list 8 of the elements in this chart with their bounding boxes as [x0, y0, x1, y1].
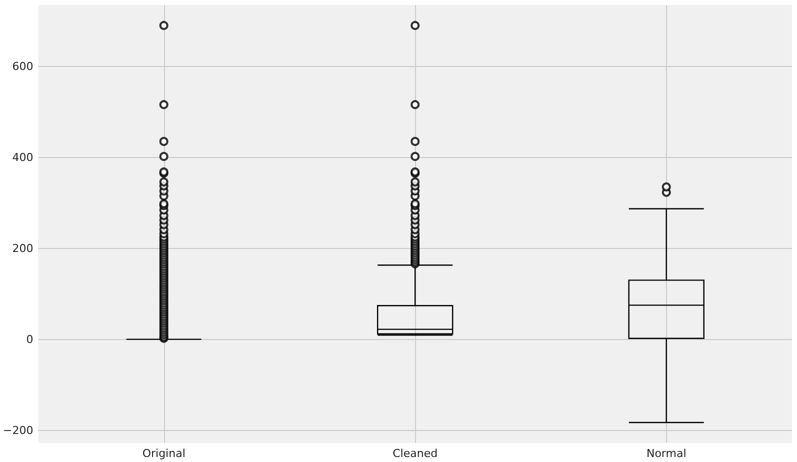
- y-tick-label: 400: [12, 150, 34, 164]
- y-tick-label: −200: [2, 424, 34, 437]
- x-tick-label: Original: [142, 447, 186, 460]
- y-tick-label: 600: [12, 60, 34, 73]
- x-tick-label: Normal: [646, 447, 686, 460]
- y-tick-label: 200: [12, 242, 34, 255]
- x-tick-label: Cleaned: [392, 447, 438, 460]
- y-tick-label: 0: [26, 332, 34, 346]
